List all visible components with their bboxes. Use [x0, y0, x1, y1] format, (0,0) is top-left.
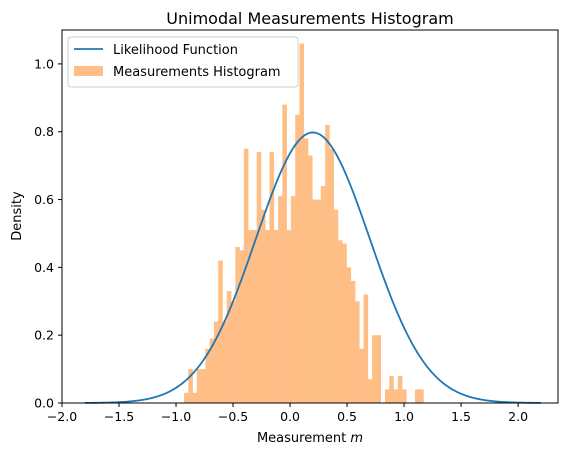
histogram-bar: [192, 392, 198, 403]
histogram-bar: [303, 138, 309, 403]
likelihood-curve: [84, 131, 541, 404]
histogram-bar: [346, 267, 352, 403]
chart-title: Unimodal Measurements Histogram: [166, 9, 453, 28]
histogram-bars: [184, 43, 424, 404]
legend-box: [67, 36, 299, 88]
histogram-bar: [295, 114, 300, 404]
legend-label-likelihood: Likelihood Function: [113, 43, 238, 58]
legend-label-histogram: Measurements Histogram: [113, 65, 281, 80]
histogram-bar: [389, 375, 394, 403]
histogram-bar: [363, 294, 369, 403]
x-axis-label-variable: m: [350, 431, 363, 446]
x-tick-label: 0.0: [280, 409, 300, 424]
histogram-bar: [359, 348, 364, 403]
histogram-bar: [286, 230, 292, 403]
histogram-bar: [256, 152, 262, 403]
histogram-bar: [235, 247, 240, 403]
x-tick-label: 1.5: [451, 409, 471, 424]
legend: Likelihood Function Measurements Histogr…: [67, 36, 299, 88]
histogram-bar: [372, 335, 377, 403]
histogram-bar: [273, 230, 279, 403]
histogram-bar: [205, 348, 210, 403]
y-tick-label: 0.2: [34, 328, 54, 343]
histogram-bar: [414, 389, 420, 403]
histogram-bar: [282, 104, 287, 403]
y-tick-label: 0.8: [34, 124, 54, 139]
histogram-bar: [312, 199, 317, 403]
y-axis-ticks: 0.0 0.2 0.4 0.6 0.8 1.0: [34, 56, 62, 411]
histogram-bar: [299, 43, 305, 404]
histogram-bar: [308, 155, 313, 403]
y-tick-label: 0.6: [34, 192, 54, 207]
histogram-bar: [397, 375, 403, 403]
y-tick-label: 0.4: [34, 260, 54, 275]
histogram-bar: [184, 392, 189, 403]
x-tick-label: −1.0: [161, 409, 191, 424]
histogram-bar: [337, 240, 343, 403]
histogram-bar: [226, 291, 232, 403]
histogram-bar: [329, 148, 334, 403]
plot-frame: [61, 29, 559, 404]
legend-bar-swatch: [74, 66, 103, 76]
y-axis-label: Density: [10, 191, 25, 241]
histogram-bar: [384, 389, 390, 403]
x-tick-label: −0.5: [218, 409, 248, 424]
histogram-bar: [278, 196, 283, 403]
histogram-bar: [269, 152, 275, 403]
histogram-bar: [248, 230, 253, 403]
histogram-bar: [355, 301, 360, 403]
histogram-bar: [402, 389, 407, 403]
histogram-bar: [213, 321, 219, 403]
histogram-bar: [316, 199, 322, 403]
histogram-bar: [342, 243, 347, 403]
histogram-bar: [260, 209, 266, 403]
histogram-bar: [325, 124, 330, 403]
histogram-bar: [243, 148, 249, 403]
histogram-bar: [209, 338, 215, 403]
histogram-bar: [419, 389, 424, 403]
x-tick-label: −2.0: [47, 409, 77, 424]
histogram-bar: [231, 301, 236, 403]
x-axis-label: Measurement m: [257, 431, 363, 446]
x-tick-label: 1.0: [394, 409, 414, 424]
histogram-bar: [201, 369, 206, 403]
histogram-bar: [265, 230, 270, 403]
x-axis-ticks: −2.0 −1.5 −1.0 −0.5 0.0 0.5 1.0 1.5 2.0: [47, 403, 528, 424]
histogram-bar: [222, 321, 228, 403]
histogram-bar: [290, 196, 296, 403]
y-tick-label: 1.0: [34, 56, 54, 71]
histogram-bar: [188, 369, 193, 403]
y-tick-label: 0.0: [34, 396, 54, 411]
x-tick-label: 2.0: [508, 409, 528, 424]
histogram-bar: [367, 379, 373, 403]
histogram-bar: [239, 250, 245, 403]
histogram-bar: [393, 389, 399, 403]
histogram-bar: [196, 369, 202, 403]
histogram-bar: [350, 280, 356, 403]
x-axis-label-text: Measurement: [257, 431, 350, 446]
x-tick-label: −1.5: [104, 409, 134, 424]
x-tick-label: 0.5: [337, 409, 357, 424]
histogram-bar: [252, 230, 257, 403]
histogram-bar: [320, 185, 326, 403]
histogram-bar: [333, 209, 339, 403]
histogram-bar: [376, 335, 381, 403]
